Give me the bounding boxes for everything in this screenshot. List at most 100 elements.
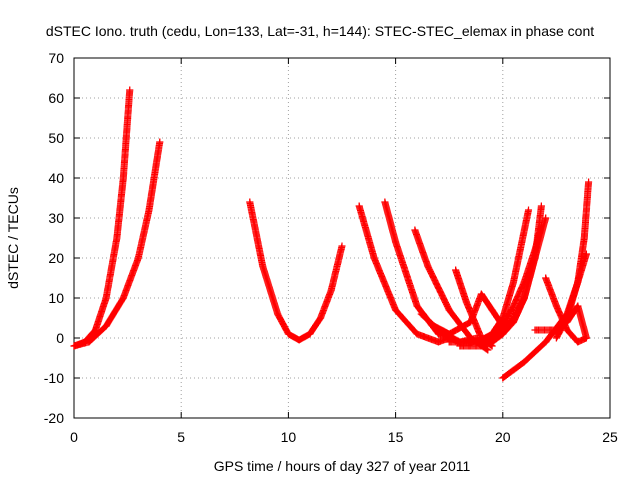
data-point-marker <box>113 234 121 242</box>
data-point-marker <box>445 338 453 346</box>
x-axis-label: GPS time / hours of day 327 of year 2011 <box>214 458 471 474</box>
data-point-marker <box>574 278 582 286</box>
data-point-marker <box>434 338 442 346</box>
data-point-marker <box>317 314 325 322</box>
data-point-marker <box>392 238 400 246</box>
data-point-marker <box>102 294 110 302</box>
data-point-marker <box>413 330 421 338</box>
y-tick-label: 50 <box>48 130 64 146</box>
data-point-marker <box>156 138 164 146</box>
data-point-marker <box>510 318 518 326</box>
data-point-marker <box>488 334 496 342</box>
data-point-marker <box>295 336 303 344</box>
y-tick-label: 30 <box>48 210 64 226</box>
data-point-marker <box>552 334 560 342</box>
x-tick-label: 20 <box>495 429 511 445</box>
data-point-marker <box>585 178 593 186</box>
data-point-marker <box>452 266 460 274</box>
data-point-marker <box>499 330 507 338</box>
data-point-marker <box>417 310 425 318</box>
data-point-marker <box>552 302 560 310</box>
x-tick-label: 10 <box>281 429 297 445</box>
data-point-marker <box>542 214 550 222</box>
data-series-3 <box>246 198 346 344</box>
y-tick-label: 40 <box>48 170 64 186</box>
data-point-marker <box>134 254 142 262</box>
data-point-marker <box>520 358 528 366</box>
x-tick-label: 15 <box>388 429 404 445</box>
data-point-marker <box>477 290 485 298</box>
data-point-marker <box>274 310 282 318</box>
data-point-marker <box>467 318 475 326</box>
data-point-marker <box>563 314 571 322</box>
data-point-marker <box>531 326 539 334</box>
data-point-marker <box>488 306 496 314</box>
data-series-2 <box>70 138 164 350</box>
data-point-marker <box>102 322 110 330</box>
data-point-marker <box>284 330 292 338</box>
data-point-marker <box>381 198 389 206</box>
data-point-marker <box>392 306 400 314</box>
y-tick-label: 20 <box>48 250 64 266</box>
y-tick-label: -10 <box>44 370 64 386</box>
data-point-marker <box>355 202 363 210</box>
data-point-marker <box>484 346 492 354</box>
data-series-1 <box>70 86 134 350</box>
data-point-marker <box>462 298 470 306</box>
data-point-marker <box>477 338 485 346</box>
data-point-marker <box>510 302 518 310</box>
data-series-12 <box>477 222 545 346</box>
chart-title: dSTEC Iono. truth (cedu, Lon=133, Lat=-3… <box>46 23 594 39</box>
plot-border <box>73 57 611 419</box>
y-tick-label: 0 <box>56 330 64 346</box>
y-tick-label: -20 <box>44 410 64 426</box>
data-point-marker <box>430 322 438 330</box>
data-point-marker <box>499 374 507 382</box>
data-point-marker <box>413 302 421 310</box>
x-tick-label: 0 <box>70 429 78 445</box>
plot-frame <box>73 57 611 419</box>
data-point-marker <box>445 330 453 338</box>
data-point-marker <box>574 302 582 310</box>
data-point-marker <box>580 234 588 242</box>
data-series-15 <box>542 274 590 346</box>
data-point-marker <box>499 322 507 330</box>
y-tick-label: 10 <box>48 290 64 306</box>
data-point-marker <box>456 342 464 350</box>
data-point-marker <box>126 86 134 94</box>
data-point-marker <box>119 174 127 182</box>
data-point-marker <box>85 338 93 346</box>
data-point-marker <box>542 338 550 346</box>
data-point-marker <box>306 330 314 338</box>
data-point-marker <box>510 278 518 286</box>
y-tick-label: 70 <box>48 50 64 66</box>
data-point-marker <box>537 222 545 230</box>
data-point-marker <box>424 262 432 270</box>
data-point-marker <box>525 206 533 214</box>
data-points <box>70 86 593 382</box>
data-point-marker <box>520 294 528 302</box>
data-point-marker <box>246 198 254 206</box>
data-point-marker <box>119 294 127 302</box>
data-point-marker <box>531 246 539 254</box>
data-point-marker <box>445 306 453 314</box>
data-point-marker <box>327 286 335 294</box>
data-point-marker <box>145 206 153 214</box>
y-tick-label: 60 <box>48 90 64 106</box>
data-series-16 <box>552 178 593 342</box>
data-point-marker <box>338 242 346 250</box>
x-tick-label: 5 <box>177 429 185 445</box>
data-point-marker <box>70 342 78 350</box>
x-tick-label: 25 <box>602 429 618 445</box>
data-point-marker <box>582 334 590 342</box>
data-point-marker <box>542 274 550 282</box>
data-point-marker <box>520 278 528 286</box>
y-axis-label: dSTEC / TECUs <box>5 187 21 289</box>
data-point-marker <box>537 202 545 210</box>
axis-ticks: 0 5 10 15 20 25 -20 -10 0 10 20 30 40 50 60 70 <box>44 50 618 445</box>
data-point-marker <box>370 254 378 262</box>
data-point-marker <box>411 226 419 234</box>
data-point-marker <box>259 262 267 270</box>
